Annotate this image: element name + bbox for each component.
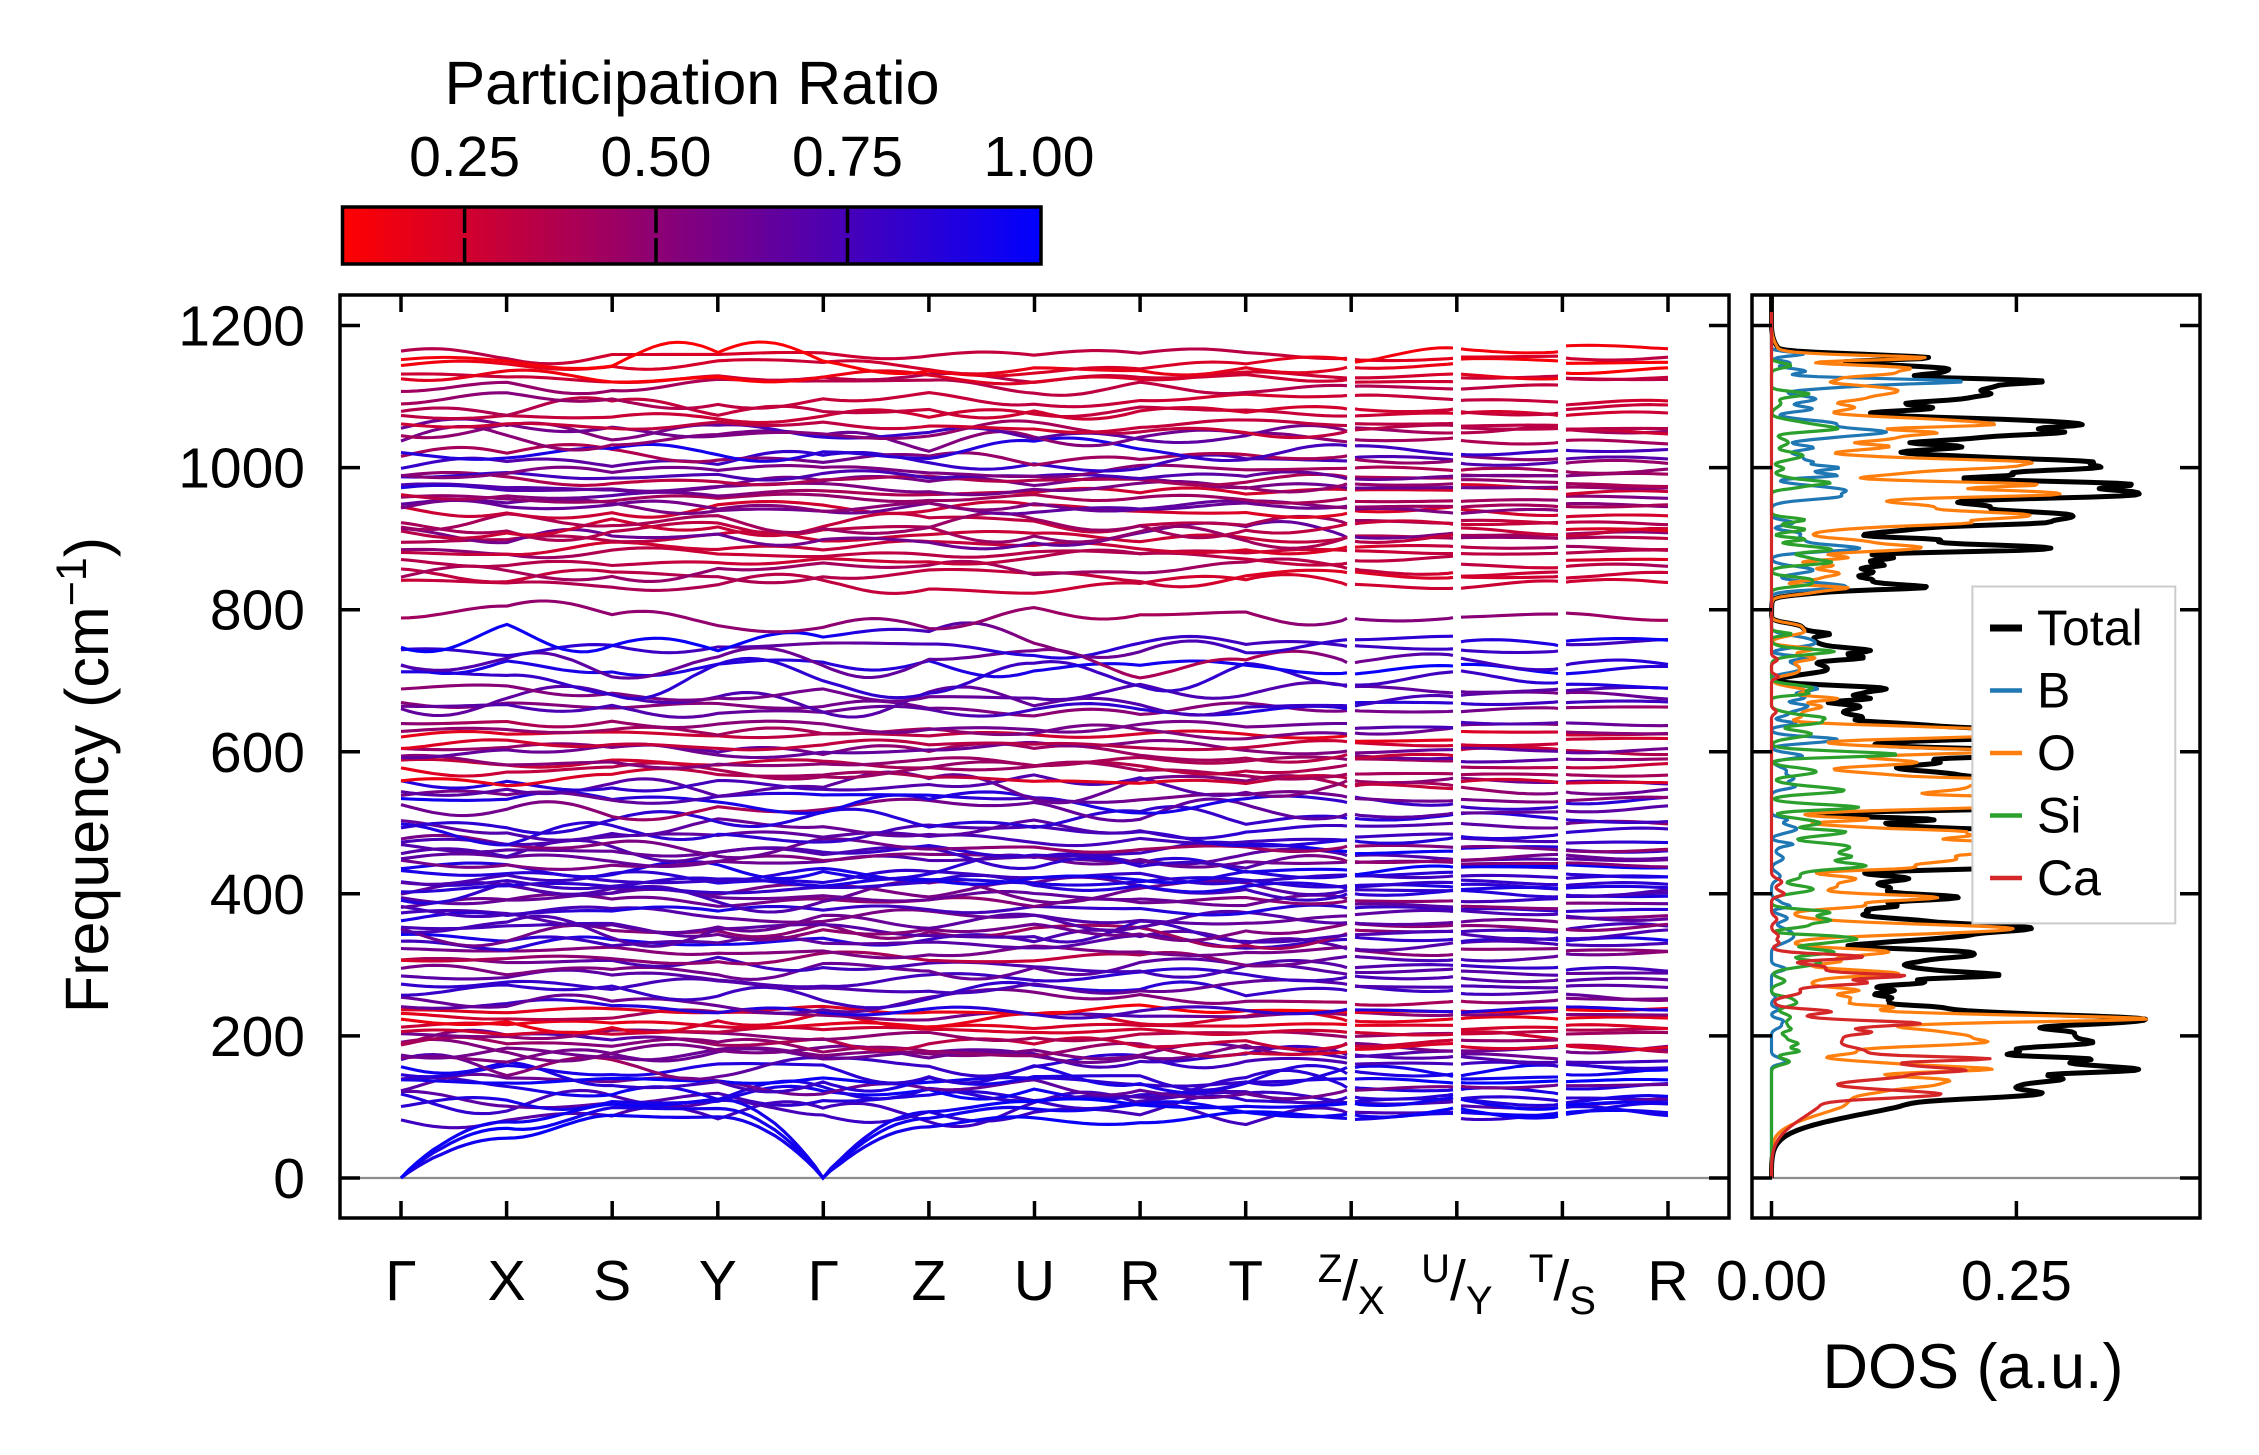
svg-text:R: R	[1120, 1249, 1161, 1313]
svg-text:Frequency (cm−1): Frequency (cm−1)	[48, 537, 121, 1013]
svg-text:0.25: 0.25	[409, 125, 520, 189]
svg-text:Y: Y	[699, 1249, 737, 1313]
svg-text:Total: Total	[2037, 600, 2143, 656]
svg-text:Z: Z	[911, 1249, 946, 1313]
svg-text:800: 800	[210, 579, 305, 643]
svg-text:B: B	[2037, 663, 2070, 719]
svg-text:400: 400	[210, 863, 305, 927]
svg-text:1200: 1200	[178, 295, 305, 359]
svg-text:Si: Si	[2037, 788, 2081, 844]
svg-text:T/S: T/S	[1529, 1247, 1596, 1323]
svg-text:1.00: 1.00	[984, 125, 1095, 189]
svg-text:X: X	[488, 1249, 526, 1313]
svg-text:U/Y: U/Y	[1421, 1247, 1492, 1323]
svg-text:0.50: 0.50	[601, 125, 712, 189]
svg-text:600: 600	[210, 721, 305, 785]
svg-text:0.25: 0.25	[1961, 1249, 2072, 1313]
svg-text:S: S	[593, 1249, 631, 1313]
svg-text:Participation Ratio: Participation Ratio	[444, 49, 939, 117]
svg-text:R: R	[1647, 1249, 1688, 1313]
svg-text:Γ: Γ	[385, 1249, 416, 1313]
svg-text:U: U	[1014, 1249, 1055, 1313]
svg-text:1000: 1000	[178, 437, 305, 501]
svg-text:Ca: Ca	[2037, 850, 2101, 906]
svg-text:0.00: 0.00	[1716, 1249, 1827, 1313]
svg-text:DOS (a.u.): DOS (a.u.)	[1822, 1332, 2123, 1402]
svg-text:O: O	[2037, 725, 2076, 781]
svg-text:Z/X: Z/X	[1318, 1247, 1385, 1323]
svg-text:T: T	[1228, 1249, 1263, 1313]
svg-text:Γ: Γ	[808, 1249, 839, 1313]
svg-text:0: 0	[273, 1147, 305, 1211]
svg-text:0.75: 0.75	[792, 125, 903, 189]
svg-text:200: 200	[210, 1005, 305, 1069]
